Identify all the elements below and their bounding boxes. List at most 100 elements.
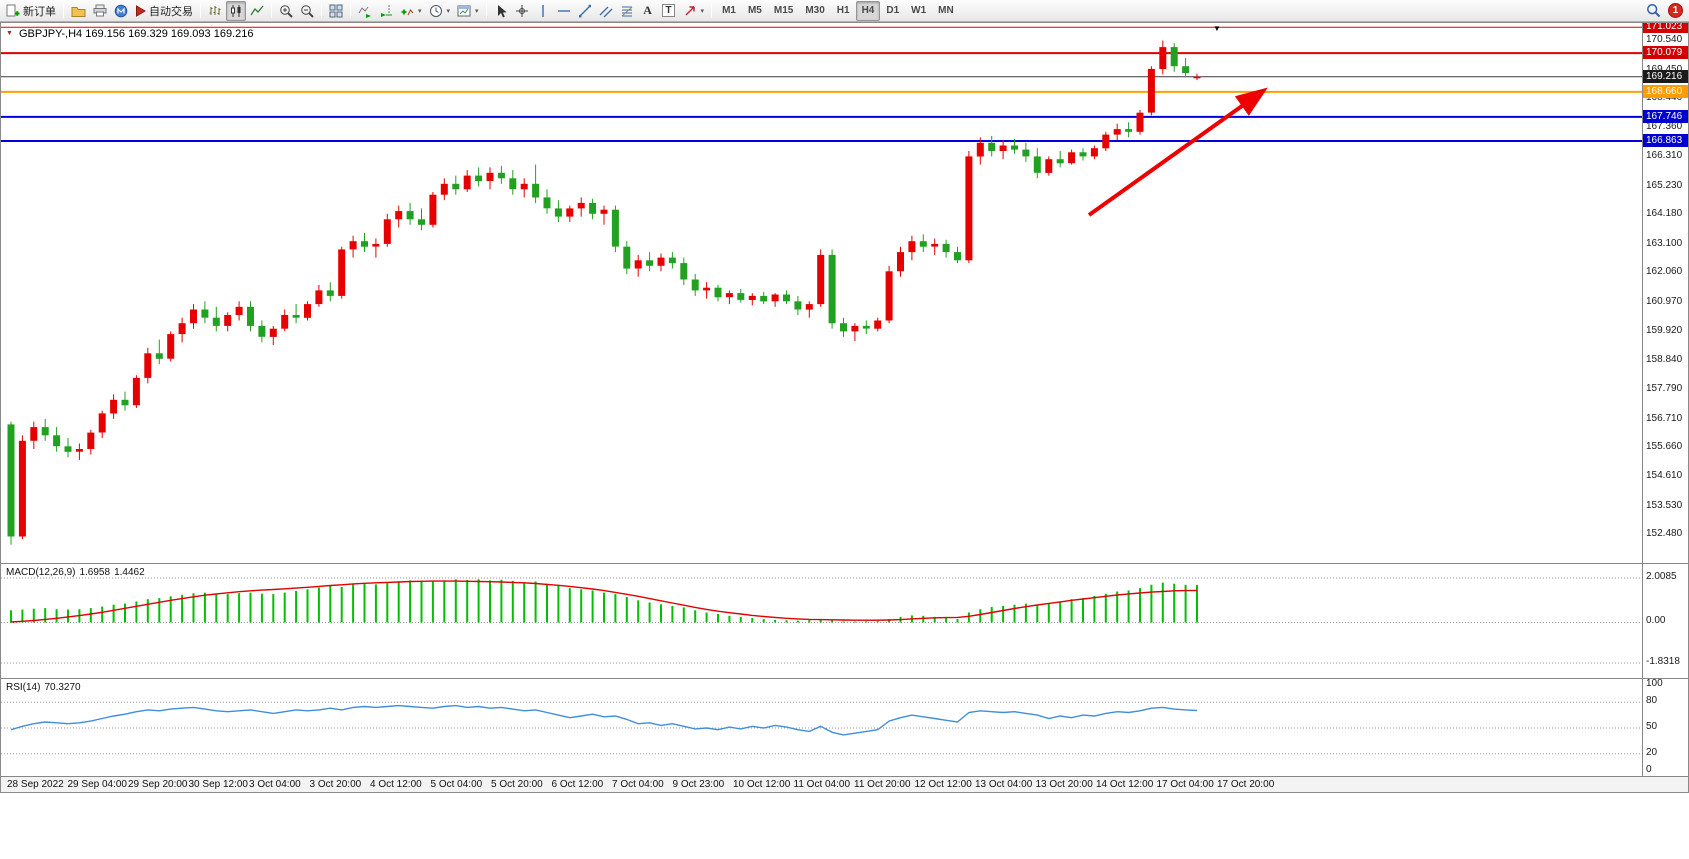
- symbol-marker-icon: ▼: [6, 30, 13, 37]
- bar-chart-button[interactable]: [205, 1, 225, 21]
- price-axis-label: 165.230: [1646, 179, 1683, 191]
- panel-separator: [1643, 563, 1688, 564]
- horizontal-line-button[interactable]: [554, 1, 574, 21]
- notification-badge[interactable]: 1: [1668, 3, 1683, 18]
- timeframe-w1[interactable]: W1: [905, 1, 932, 21]
- rsi-line: [10, 704, 1198, 736]
- time-axis-label: 17 Oct 20:00: [1217, 779, 1275, 790]
- price-axis-label: 167.360: [1646, 121, 1683, 133]
- toolbar-separator: [200, 3, 201, 18]
- periods-button[interactable]: ▾: [426, 1, 454, 21]
- macd-signal-line: [10, 580, 1198, 623]
- cursor-button[interactable]: [491, 1, 511, 21]
- price-axis-label: 160.970: [1646, 296, 1683, 308]
- rsi-axis-label: 80: [1646, 695, 1658, 707]
- rsi-svg[interactable]: [1, 679, 1642, 775]
- profiles-button[interactable]: [68, 1, 89, 21]
- new-order-button[interactable]: 新订单: [3, 1, 59, 21]
- search-button[interactable]: [1643, 1, 1664, 21]
- zoom-out-button[interactable]: [297, 1, 317, 21]
- tile-windows-button[interactable]: [326, 1, 346, 21]
- dropdown-caret-icon: ▾: [700, 7, 705, 15]
- timeframe-m5[interactable]: M5: [742, 1, 768, 21]
- candlestick-chart-icon: [231, 4, 241, 17]
- time-axis-label: 11 Oct 20:00: [854, 779, 911, 790]
- vertical-line-icon: [541, 4, 544, 17]
- price-axis[interactable]: 170.540169.450168.440167.360166.310165.2…: [1642, 23, 1688, 776]
- time-axis-label: 9 Oct 23:00: [672, 779, 725, 790]
- time-axis-label: 10 Oct 12:00: [733, 779, 791, 790]
- chart-shift-button[interactable]: [376, 1, 396, 21]
- autotrade-button[interactable]: 自动交易: [132, 1, 196, 21]
- chart-shift-icon: [381, 4, 392, 17]
- arrows-button[interactable]: ▾: [680, 1, 708, 21]
- time-axis-label: 13 Oct 20:00: [1035, 779, 1093, 790]
- auto-scroll-button[interactable]: [355, 1, 375, 21]
- time-axis-label: 12 Oct 12:00: [914, 779, 972, 790]
- line-chart-button[interactable]: [247, 1, 267, 21]
- rsi-panel: RSI(14) 70.3270: [1, 678, 1642, 776]
- vertical-line-button[interactable]: [533, 1, 553, 21]
- dropdown-caret-icon: ▾: [446, 7, 451, 15]
- equidistant-channel-button[interactable]: [596, 1, 616, 21]
- timeframe-m15[interactable]: M15: [768, 1, 799, 21]
- community-button[interactable]: [111, 1, 131, 21]
- text-label-button[interactable]: T: [659, 1, 679, 21]
- hline-layer: [1, 26, 1642, 142]
- dropdown-caret-icon: ▾: [475, 7, 479, 15]
- print-button[interactable]: [90, 1, 110, 21]
- time-axis[interactable]: 28 Sep 2022 29 Sep 04:00 29 Sep 20:00 30 Se…: [1, 776, 1688, 792]
- price-axis-label: 157.790: [1646, 383, 1683, 395]
- timeframe-mn[interactable]: MN: [932, 1, 960, 21]
- timeframe-h1[interactable]: H1: [831, 1, 856, 21]
- macd-axis-label: 0.00: [1646, 615, 1666, 627]
- text-button[interactable]: A: [638, 1, 658, 21]
- price-axis-label: 162.060: [1646, 266, 1683, 278]
- timeframe-h4[interactable]: H4: [855, 0, 881, 21]
- trendline-button[interactable]: [575, 1, 595, 21]
- price-badge: 166.863: [1643, 134, 1688, 148]
- time-axis-label: 5 Oct 20:00: [491, 779, 543, 790]
- chart-title: ▼ GBPJPY-,H4 169.156 169.329 169.093 169…: [6, 28, 253, 40]
- toolbar: 新订单 自动交易: [0, 0, 1689, 22]
- line-chart-icon: [250, 5, 264, 15]
- timeframe-d1[interactable]: D1: [880, 1, 905, 21]
- templates-button[interactable]: ▾: [454, 1, 482, 21]
- price-axis-label: 158.840: [1646, 354, 1683, 366]
- timeframe-m1[interactable]: M1: [716, 1, 742, 21]
- macd-axis-label: 2.0085: [1646, 571, 1677, 582]
- zoom-in-icon: [280, 4, 293, 18]
- symbol-timeframe-label: GBPJPY-,H4: [19, 28, 83, 40]
- price-badge: 168.660: [1643, 84, 1688, 98]
- price-axis-label: 153.530: [1646, 499, 1683, 511]
- toolbar-separator: [271, 3, 272, 18]
- panel-separator: [1643, 678, 1688, 679]
- time-axis-label: 3 Oct 04:00: [249, 779, 301, 790]
- autotrade-icon: [136, 4, 146, 17]
- main-chart-svg[interactable]: [1, 23, 1642, 563]
- bar-chart-icon: [209, 5, 221, 15]
- price-axis-label: 159.920: [1646, 324, 1683, 336]
- zoom-in-button[interactable]: [276, 1, 296, 21]
- indicators-button[interactable]: ▾: [397, 1, 425, 21]
- clock-icon: [429, 4, 442, 17]
- cursor-icon: [497, 4, 507, 17]
- rsi-axis-label: 0: [1646, 764, 1652, 775]
- rsi-axis-label: 50: [1646, 721, 1658, 732]
- chart-shift-marker-icon[interactable]: ▼: [1213, 24, 1221, 33]
- fibonacci-button[interactable]: [617, 1, 637, 21]
- rsi-name: RSI(14): [6, 682, 41, 693]
- candlestick-chart-button[interactable]: [226, 0, 246, 21]
- price-axis-label: 164.180: [1646, 208, 1683, 220]
- macd-main-value: 1.6958: [79, 567, 111, 578]
- crosshair-button[interactable]: [512, 1, 532, 21]
- channel-icon: [599, 6, 613, 17]
- macd-axis-label: -1.8318: [1646, 656, 1680, 667]
- macd-svg[interactable]: [1, 564, 1642, 677]
- price-axis-label: 163.100: [1646, 237, 1683, 249]
- text-tool-icon: A: [643, 3, 652, 17]
- macd-histogram: [10, 579, 1198, 623]
- timeframe-m30[interactable]: M30: [799, 1, 830, 21]
- price-axis-label: 166.310: [1646, 150, 1683, 162]
- time-axis-label: 3 Oct 20:00: [309, 779, 362, 790]
